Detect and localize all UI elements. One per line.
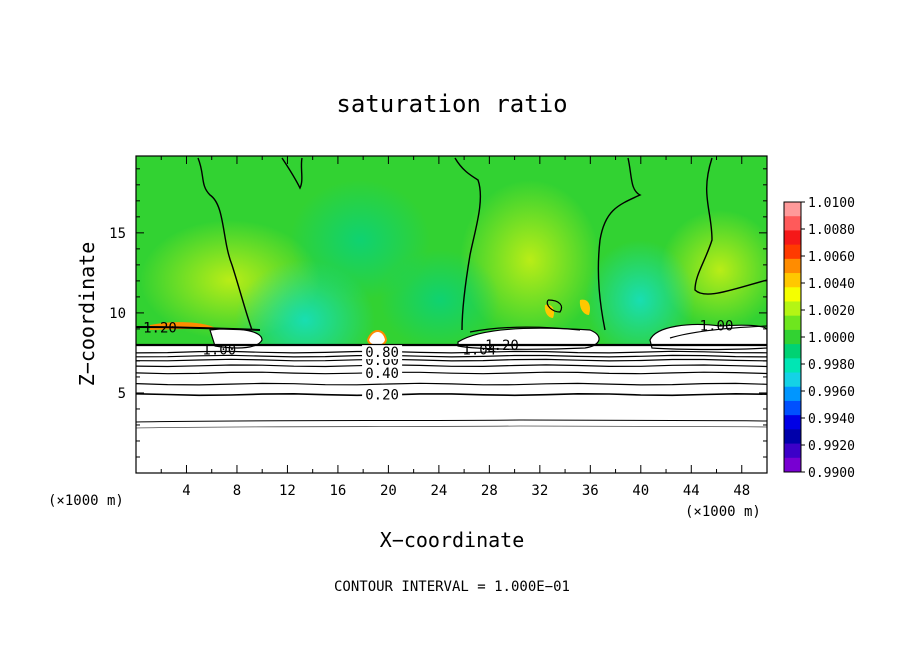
x-tick-label: 36 (582, 483, 599, 499)
x-tick-label: 28 (481, 483, 498, 499)
contour-line (597, 157, 642, 331)
contour-line (136, 354, 767, 358)
contour-line (454, 157, 482, 331)
contour-label: 1.04 (462, 343, 496, 359)
contour-line (136, 392, 767, 397)
colorbar-swatch (784, 315, 801, 331)
contour-line (546, 299, 563, 313)
contour-label: 1.20 (143, 320, 177, 336)
x-tick-label: 4 (182, 483, 190, 499)
colorbar-swatch (784, 329, 801, 345)
contour-label-bg (362, 345, 403, 360)
contour-label-bg (362, 365, 403, 380)
colorbar-swatch (784, 386, 801, 402)
contour-label: 1.00 (202, 343, 236, 359)
field-moist-spot (579, 299, 590, 315)
colorbar-label: 1.0020 (808, 304, 855, 319)
colorbar-label: 0.9920 (808, 439, 855, 454)
y-tick-label: 5 (118, 386, 126, 402)
x-axis-label: X−coordinate (380, 528, 525, 552)
x-tick-label: 8 (233, 483, 241, 499)
field-moist-spot (544, 304, 555, 318)
y-tick-label: 15 (109, 226, 126, 242)
x-tick-label: 16 (329, 483, 346, 499)
colorbar-swatch (784, 244, 801, 260)
colorbar-label: 0.9940 (808, 412, 855, 427)
colorbar-swatch (784, 230, 801, 246)
field-subsaturated-region (136, 346, 767, 473)
x-tick-label: 20 (380, 483, 397, 499)
field-dry-region (290, 180, 430, 300)
x-axis: 4 8 12 16 20 24 28 32 36 40 44 48 (160, 156, 750, 499)
colorbar-swatch (784, 443, 801, 459)
contour-line (694, 157, 767, 295)
y-axis-label: Z−coordinate (75, 242, 99, 387)
contour-line (281, 157, 303, 190)
chart-title: saturation ratio (336, 90, 567, 118)
colorbar-swatch (784, 358, 801, 374)
x-tick-label: 32 (531, 483, 548, 499)
colorbar-swatch (784, 344, 801, 359)
colorbar: 1.0100 1.0080 1.0060 1.0040 1.0020 1.0000 0.99… (783, 196, 855, 481)
cloud-patch (649, 323, 767, 351)
x-tick-label: 44 (683, 483, 700, 499)
contour-label: 0.40 (365, 366, 399, 382)
contour-line (136, 364, 767, 368)
colorbar-swatch (784, 287, 801, 302)
x-tick-label: 48 (733, 483, 750, 499)
contour-label: 0.80 (365, 345, 399, 361)
y-axis: 5 10 15 (109, 168, 767, 458)
colorbar-swatch (784, 202, 801, 217)
colorbar-swatch (784, 301, 801, 317)
plot-area (136, 156, 767, 473)
colorbar-swatch (784, 400, 801, 416)
cloud-patch (366, 330, 388, 347)
colorbar-swatch (784, 457, 801, 473)
colorbar-label: 0.9900 (808, 466, 855, 481)
colorbar-label: 1.0080 (808, 223, 855, 238)
contour-line (197, 157, 253, 331)
x-tick-label: 24 (430, 483, 447, 499)
colorbar-label: 1.0100 (808, 196, 855, 211)
colorbar-swatch (784, 216, 801, 231)
colorbar-label: 1.0060 (808, 250, 855, 265)
contour-line (136, 350, 767, 354)
contour-label: 1.20 (485, 338, 519, 354)
contour-line (136, 425, 767, 429)
colorbar-label: 1.0040 (808, 277, 855, 292)
colorbar-label: 0.9980 (808, 358, 855, 373)
x-tick-label: 40 (632, 483, 649, 499)
contour-line (136, 371, 767, 375)
y-unit-label: (×1000 m) (48, 493, 124, 509)
contour-label-bg (362, 387, 403, 402)
x-tick-label: 12 (279, 483, 296, 499)
contour-line (136, 326, 261, 331)
colorbar-swatch (784, 273, 801, 288)
plot-frame (135, 155, 768, 474)
contour-interval-note: CONTOUR INTERVAL = 1.000E−01 (334, 579, 570, 595)
contour-group (136, 350, 767, 397)
colorbar-label: 1.0000 (808, 331, 855, 346)
contour-line (669, 325, 767, 339)
contour-labels: 0.200.400.600.801.201.00 1.041.201.00 (143, 319, 733, 404)
contour-line (136, 382, 767, 386)
colorbar-swatch (784, 429, 801, 445)
colorbar-swatch (784, 258, 801, 274)
colorbar-swatch (784, 415, 801, 430)
contour-line (136, 358, 767, 362)
x-unit-label: (×1000 m) (685, 504, 761, 520)
colorbar-label: 0.9960 (808, 385, 855, 400)
contour-line (469, 326, 581, 333)
contour-label: 1.00 (700, 319, 734, 335)
contour-line (136, 419, 767, 423)
y-tick-label: 10 (109, 306, 126, 322)
colorbar-swatch (784, 372, 801, 388)
contour-label: 0.20 (365, 388, 399, 404)
